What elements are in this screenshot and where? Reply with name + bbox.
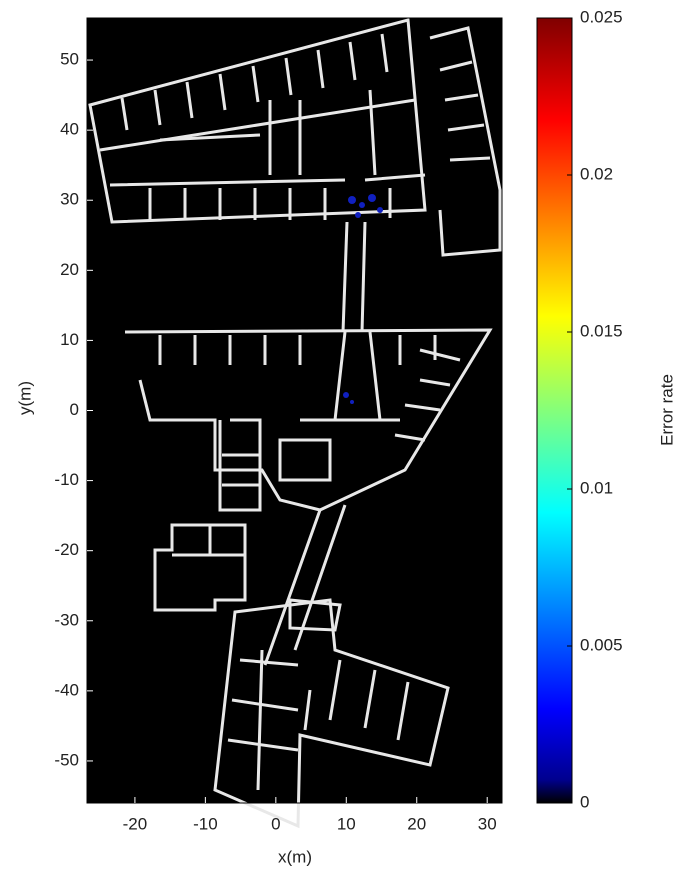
y-tick-label: 0 xyxy=(70,400,79,419)
colorbar xyxy=(537,18,572,803)
colorbar-tick-label: 0.01 xyxy=(580,478,613,497)
colorbar-label: Error rate xyxy=(657,374,676,446)
y-tick-label: -40 xyxy=(54,680,79,699)
y-tick-label: 30 xyxy=(60,190,79,209)
x-tick-label: 10 xyxy=(337,814,356,833)
x-axis-label: x(m) xyxy=(278,847,312,866)
x-tick-label: 0 xyxy=(271,814,280,833)
colorbar-tick-label: 0.02 xyxy=(580,164,613,183)
colorbar-tick-label: 0.005 xyxy=(580,635,623,654)
y-tick-label: 50 xyxy=(60,50,79,69)
colorbar-tick-label: 0.025 xyxy=(580,7,623,26)
x-tick-label: -20 xyxy=(123,814,148,833)
y-tick-label: -30 xyxy=(54,610,79,629)
x-tick-label: -10 xyxy=(193,814,218,833)
y-tick-label: 40 xyxy=(60,120,79,139)
x-tick-label: 30 xyxy=(478,814,497,833)
y-tick-label: 20 xyxy=(60,260,79,279)
colorbar-tick-label: 0 xyxy=(580,792,589,811)
y-tick-label: -10 xyxy=(54,470,79,489)
y-tick-label: -50 xyxy=(54,750,79,769)
colorbar-tick-label: 0.015 xyxy=(580,321,623,340)
y-tick-label: -20 xyxy=(54,540,79,559)
y-axis-label: y(m) xyxy=(15,381,34,415)
x-tick-label: 20 xyxy=(407,814,426,833)
chart: x(m) y(m) Error rate -20 -10 0 10 20 30 -50 -40… xyxy=(0,0,689,869)
y-tick-label: 10 xyxy=(60,330,79,349)
